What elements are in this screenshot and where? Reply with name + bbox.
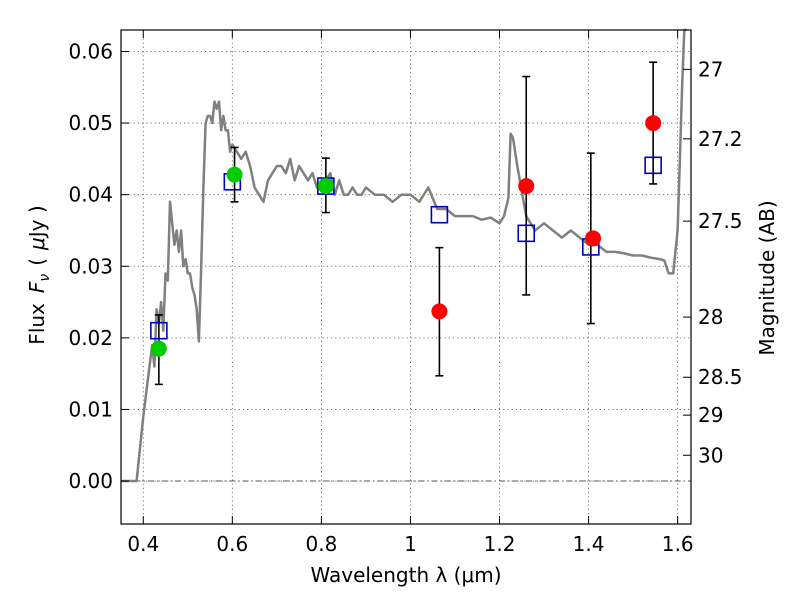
- detection-circles: [150, 115, 662, 357]
- x-axis-label: Wavelength λ (μm): [310, 563, 501, 587]
- y-tick-label-1: 0.01: [68, 397, 113, 421]
- x-tick-label-0: 0.4: [127, 532, 159, 556]
- y-label-flux: Flux: [25, 303, 49, 345]
- mag-tick-label-6: 30: [698, 443, 723, 467]
- y-label-subscript: ν: [37, 274, 53, 282]
- mag-tick-label-4: 28.5: [698, 365, 743, 389]
- sed-template-line: [121, 28, 687, 483]
- red-point-1: [518, 178, 535, 195]
- x-tick-labels: 0.4 0.6 0.8 1 1.2 1.4 1.6: [127, 532, 693, 556]
- red-point-3: [645, 115, 662, 132]
- y-tick-labels: 0.00 0.01 0.02 0.03 0.04 0.05 0.06: [68, 39, 113, 493]
- green-point-0: [150, 340, 167, 357]
- red-point-0: [431, 303, 448, 320]
- y-tick-label-6: 0.06: [68, 39, 113, 63]
- model-squares: [150, 156, 662, 340]
- error-bars: [154, 61, 658, 386]
- plot-frame: [120, 29, 692, 525]
- y-tick-label-4: 0.04: [68, 183, 113, 207]
- red-point-2: [585, 230, 602, 247]
- magnitude-axis-label: Magnitude (AB): [755, 200, 779, 355]
- x-tick-label-3: 1: [404, 532, 417, 556]
- sed-template-curve: [121, 28, 687, 483]
- y-label-unit: Jy ): [25, 205, 49, 239]
- x-tick-label-4: 1.2: [484, 532, 516, 556]
- green-point-2: [317, 178, 334, 195]
- magnitude-tick-labels: 27 27.2 27.5 28 28.5 29 30: [698, 57, 743, 467]
- model-square-4: [517, 224, 536, 243]
- mag-tick-label-1: 27.2: [698, 127, 743, 151]
- y-label-open-paren: (: [25, 258, 49, 266]
- y-tick-label-5: 0.05: [68, 111, 113, 135]
- x-tick-label-6: 1.6: [662, 532, 694, 556]
- model-square-3: [430, 205, 449, 224]
- green-point-1: [226, 166, 243, 183]
- x-tick-label-2: 0.8: [305, 532, 337, 556]
- mag-tick-label-3: 28: [698, 305, 723, 329]
- model-square-0: [150, 321, 168, 340]
- y-tick-label-2: 0.02: [68, 326, 113, 350]
- x-tick-label-5: 1.4: [573, 532, 605, 556]
- y-tick-label-3: 0.03: [68, 254, 113, 278]
- mag-tick-label-0: 27: [698, 57, 723, 81]
- y-label-mu: μ: [25, 237, 49, 251]
- model-square-6: [644, 156, 662, 175]
- y-axis-label: Flux Fν ( μJy ): [25, 205, 53, 344]
- x-tick-label-1: 0.6: [216, 532, 248, 556]
- axis-ticks: [121, 30, 691, 524]
- grid-lines: [121, 30, 691, 524]
- mag-tick-label-5: 29: [698, 403, 723, 427]
- mag-tick-label-2: 27.5: [698, 209, 743, 233]
- y-tick-label-0: 0.00: [68, 469, 113, 493]
- y-label-symbol: F: [25, 281, 49, 293]
